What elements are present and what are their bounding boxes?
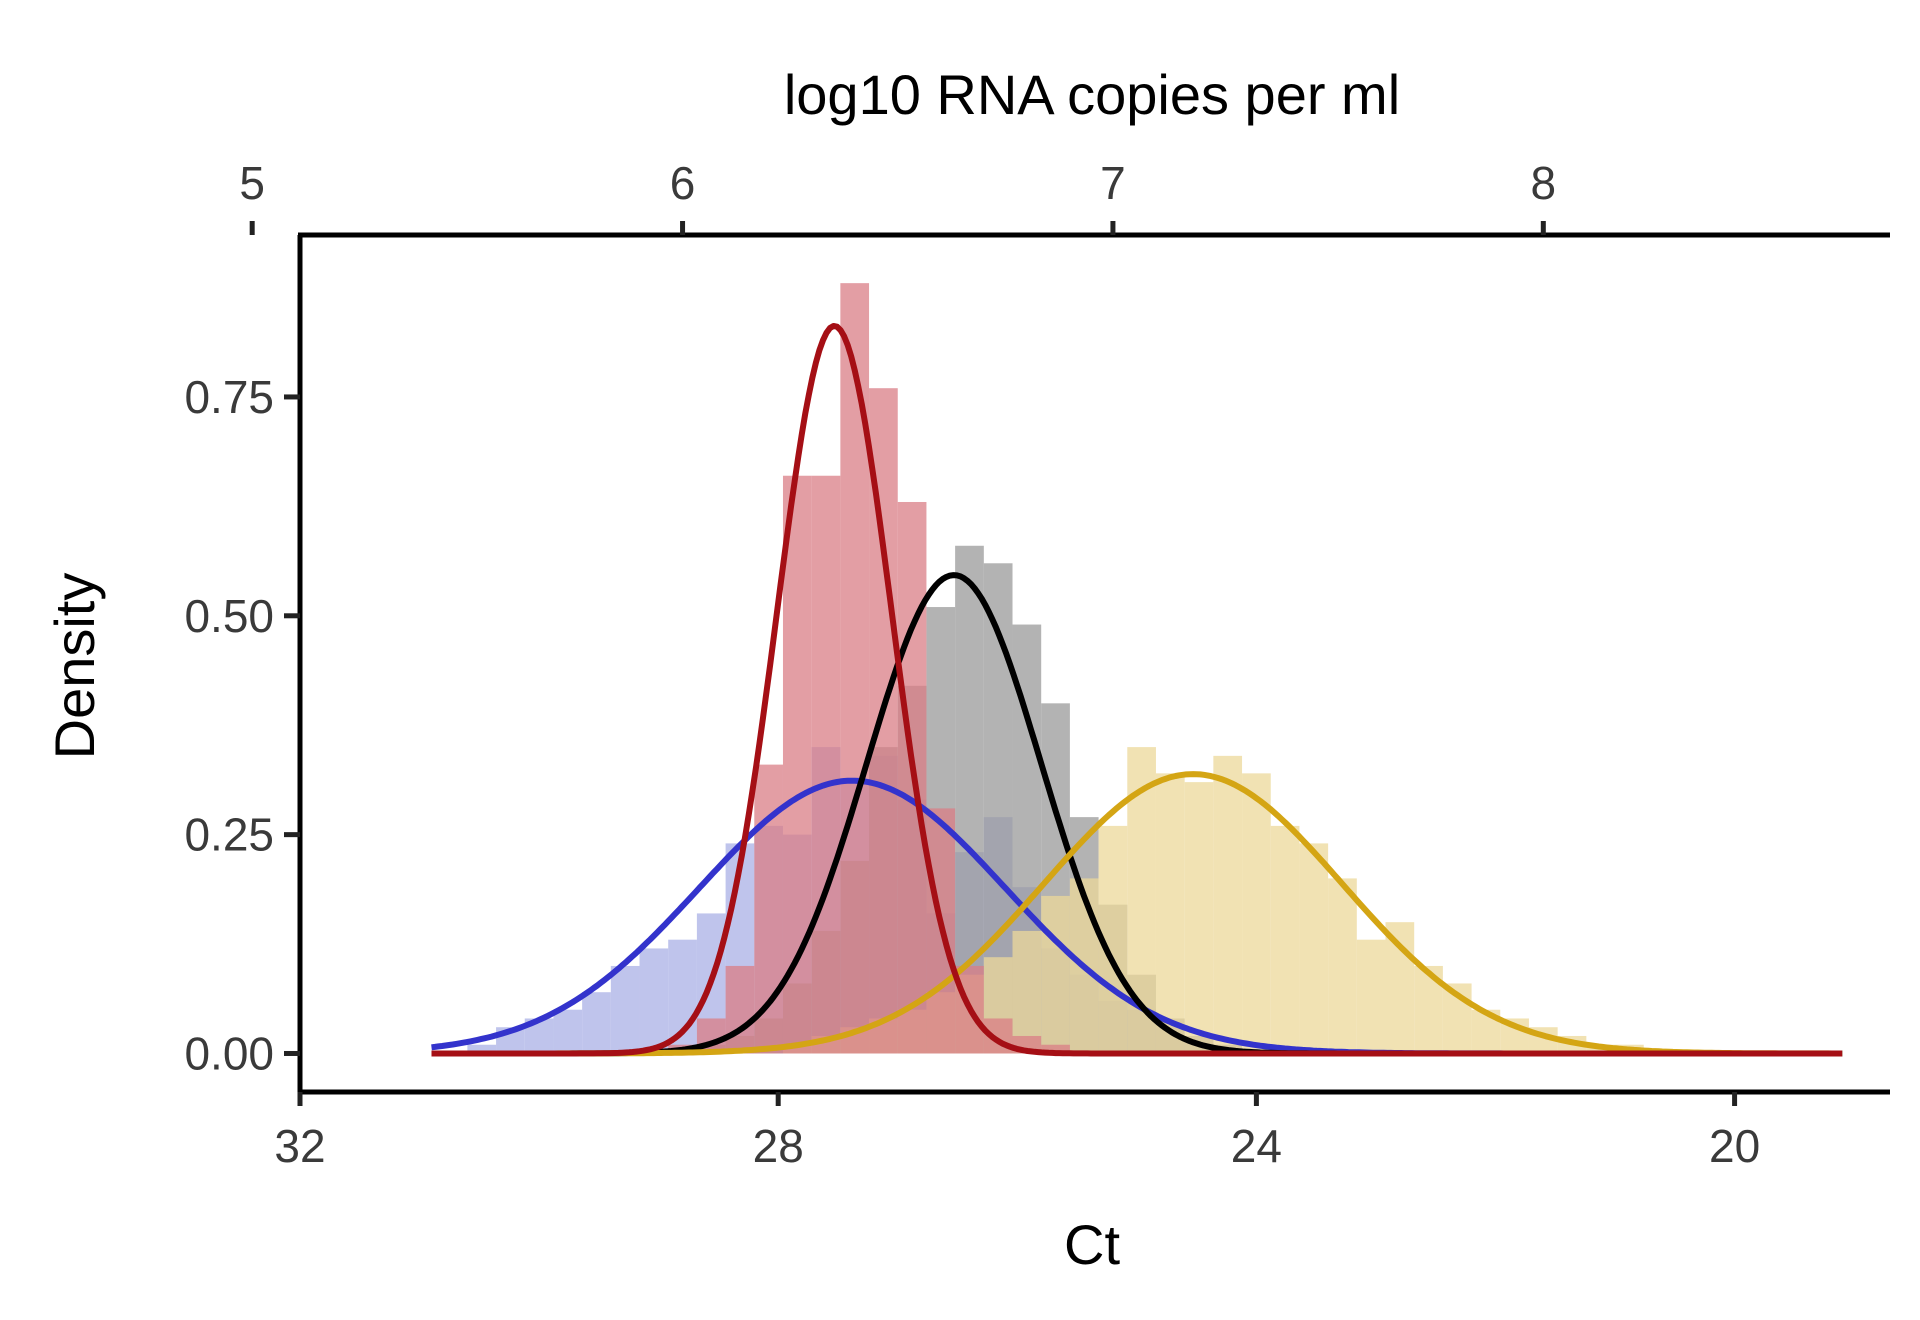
histogram-bar	[1270, 825, 1300, 1054]
histogram-bar	[610, 965, 640, 1054]
histogram-bar	[1012, 930, 1042, 1054]
x-tick-label: 24	[1231, 1120, 1282, 1172]
y-axis-title: Density	[43, 573, 106, 760]
y-tick-label: 0.00	[184, 1027, 274, 1079]
histogram-bar	[1041, 895, 1070, 1054]
top-tick-label: 5	[239, 157, 265, 209]
histogram-bar	[1385, 922, 1415, 1054]
series-2-fit-curve	[431, 771, 1843, 1057]
histogram-bar	[811, 475, 841, 1054]
histogram-bar	[1299, 843, 1329, 1054]
histogram-bar	[1242, 773, 1271, 1054]
histogram-bar	[582, 992, 611, 1054]
top-axis-title: log10 RNA copies per ml	[784, 63, 1400, 126]
tick-labels: 32 28 24 20 0.00 0.25 0.50 0.75 5 6 7 8	[184, 157, 1760, 1172]
histogram-bar	[725, 965, 755, 1054]
histogram-bar	[1041, 1044, 1070, 1054]
histogram-bar	[782, 475, 812, 1054]
histogram-bar	[467, 1044, 497, 1054]
x-tick-label: 28	[753, 1120, 804, 1172]
histogram-bar	[1213, 755, 1243, 1054]
top-tick-label: 8	[1531, 157, 1557, 209]
x-tick-label: 32	[274, 1120, 325, 1172]
histogram-bar	[1328, 878, 1357, 1054]
top-tick-label: 6	[670, 157, 696, 209]
top-tick-label: 7	[1100, 157, 1126, 209]
fitted-curves	[431, 323, 1843, 1057]
y-tick-label: 0.75	[184, 371, 274, 423]
series-3-bars	[668, 283, 1070, 1054]
axes	[249, 221, 1890, 1106]
histogram-bar	[639, 948, 669, 1054]
histogram-bar	[1184, 782, 1214, 1054]
histogram-bar	[1356, 939, 1386, 1054]
x-tick-label: 20	[1709, 1120, 1760, 1172]
series-3-fit-curve	[431, 323, 1843, 1057]
histogram-bar	[553, 1009, 583, 1054]
histogram-bar	[840, 283, 870, 1054]
y-tick-label: 0.50	[184, 590, 274, 642]
y-tick-label: 0.25	[184, 809, 274, 861]
x-axis-title: Ct	[1064, 1213, 1120, 1276]
histogram-bar	[1155, 773, 1185, 1054]
